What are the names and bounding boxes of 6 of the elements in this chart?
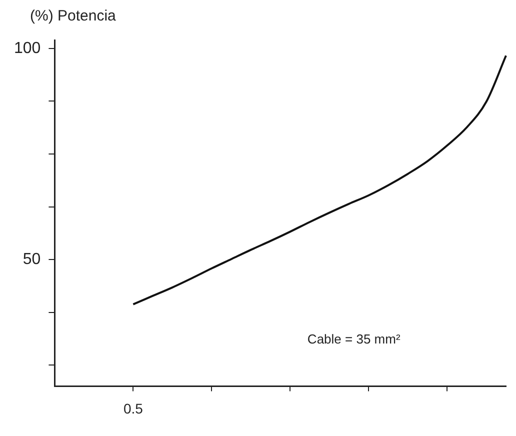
x-tick-label: 0.5 <box>123 400 144 416</box>
y-axis-title: (%) Potencia <box>30 8 117 25</box>
y-tick-label: 50 <box>22 250 41 268</box>
annotation: Cable = 35 mm² <box>307 331 401 346</box>
line-series <box>132 54 507 306</box>
y-tick-label: 100 <box>14 40 41 57</box>
